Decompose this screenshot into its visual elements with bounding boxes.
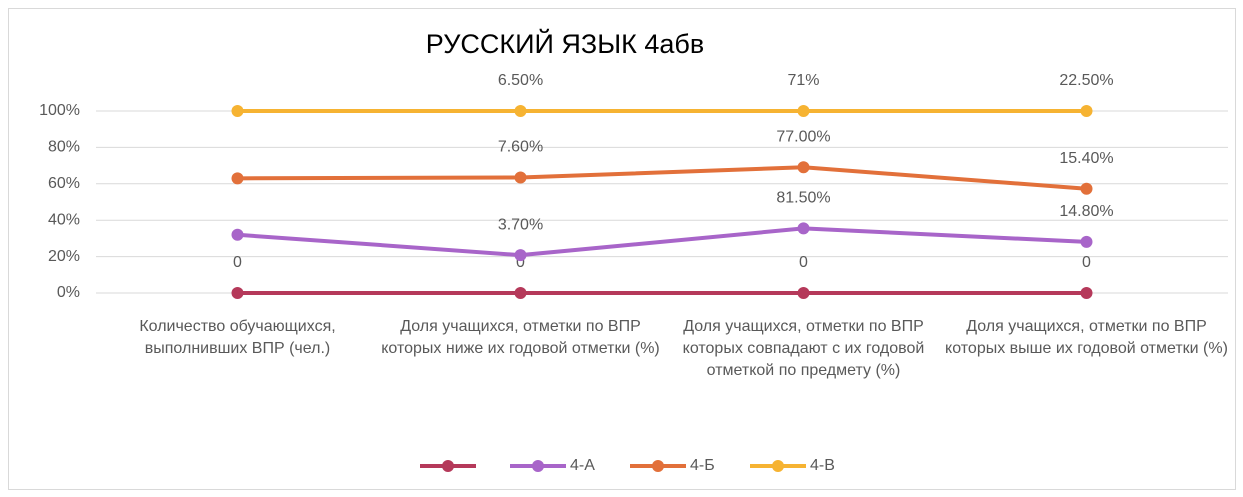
data-label: 14.80%: [1059, 203, 1113, 220]
chart-title: РУССКИЙ ЯЗЫК 4абв: [426, 28, 704, 59]
point: [1080, 235, 1093, 248]
x-tick-label: Доля учащихся, отметки по ВПР которых со…: [682, 318, 925, 379]
y-tick-label: 20%: [48, 248, 80, 265]
data-label: 22.50%: [1059, 72, 1113, 89]
legend-marker: [772, 460, 784, 472]
point: [231, 287, 244, 299]
line: [237, 165, 1087, 191]
data-label: 15.40%: [1059, 150, 1113, 167]
point: [1080, 287, 1093, 299]
data-label: 0: [799, 254, 808, 271]
data-label: 7.60%: [498, 139, 543, 156]
chart-border: [8, 8, 1236, 490]
point: [231, 105, 244, 117]
data-label: 0: [1082, 254, 1091, 271]
y-tick-label: 40%: [48, 211, 80, 228]
legend-label: 4-А: [570, 457, 595, 474]
x-tick-label: Доля учащихся, отметки по ВПР которых вы…: [945, 318, 1228, 357]
legend-label: 4-В: [810, 457, 835, 474]
legend-label: 4-Б: [690, 457, 715, 474]
y-tick-label: 100%: [39, 102, 80, 119]
point: [514, 287, 527, 299]
y-tick-label: 80%: [48, 139, 80, 156]
line: [237, 226, 1087, 258]
point: [797, 287, 810, 299]
legend-marker: [652, 460, 664, 472]
data-label: 71%: [787, 72, 819, 89]
point: [514, 171, 527, 184]
point: [797, 222, 810, 235]
point: [231, 172, 244, 185]
x-tick-label: Доля учащихся, отметки по ВПР которых ни…: [381, 318, 660, 357]
y-tick-label: 0%: [57, 284, 80, 301]
data-label: 3.70%: [498, 216, 543, 233]
point: [514, 105, 527, 117]
data-label: 0: [233, 254, 242, 271]
point: [797, 161, 810, 174]
point: [1080, 105, 1093, 117]
data-label: 81.50%: [776, 190, 830, 207]
point: [1080, 182, 1093, 195]
legend-marker: [532, 460, 544, 472]
point: [514, 249, 527, 262]
x-tick-label: Количество обучающихся, выполнивших ВПР …: [139, 318, 336, 357]
y-tick-label: 60%: [48, 175, 80, 192]
data-label: 6.50%: [498, 72, 543, 89]
data-label: 0: [516, 254, 525, 271]
point: [231, 228, 244, 241]
data-label: 77.00%: [776, 129, 830, 146]
point: [797, 105, 810, 117]
legend-marker: [442, 460, 454, 472]
